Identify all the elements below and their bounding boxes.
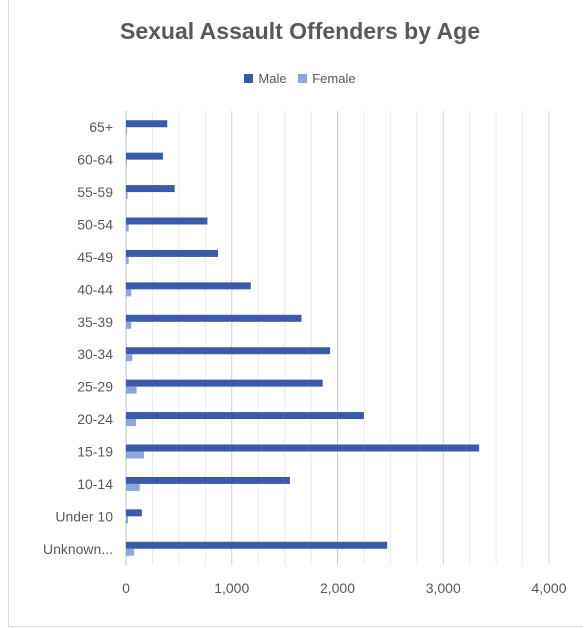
y-tick-label: 45-49 <box>77 249 113 265</box>
bar-female <box>126 321 132 329</box>
bar-male <box>126 314 302 322</box>
bar-male <box>126 347 331 355</box>
x-tick-label: 0 <box>122 580 130 596</box>
bar-female <box>126 224 129 232</box>
y-tick-label: 10-14 <box>77 476 113 492</box>
bar-male <box>126 249 219 257</box>
bar-female <box>126 192 128 200</box>
y-tick-label: Unknown... <box>43 541 113 557</box>
bar-female <box>126 451 144 459</box>
y-tick-label: 60-64 <box>77 152 113 168</box>
legend-swatch-male <box>244 74 254 83</box>
bar-male <box>126 412 364 420</box>
y-tick-label: 40-44 <box>77 281 113 297</box>
bar-female <box>126 127 128 135</box>
legend-item-male: Male <box>244 71 287 86</box>
bar-male <box>126 476 290 484</box>
y-tick-label: 25-29 <box>77 379 113 395</box>
y-tick-label: 30-34 <box>77 346 113 362</box>
bar-female <box>126 516 129 524</box>
bar-female <box>126 548 134 556</box>
bar-male <box>126 379 323 387</box>
bar-female <box>126 386 137 394</box>
bar-female <box>126 419 137 427</box>
legend-item-female: Female <box>298 71 356 86</box>
x-tick-label: 1,000 <box>214 580 249 596</box>
chart-legend: Male Female <box>0 71 584 86</box>
bar-male <box>126 185 175 193</box>
y-tick-label: 65+ <box>89 119 113 135</box>
bar-female <box>126 289 132 297</box>
y-tick-label: 55-59 <box>77 184 113 200</box>
chart-title: Sexual Assault Offenders by Age <box>119 18 480 44</box>
x-tick-label: 4,000 <box>531 580 566 596</box>
chart-frame <box>8 0 583 627</box>
bar-female <box>126 256 129 264</box>
x-tick-label: 3,000 <box>426 580 461 596</box>
y-tick-label: 20-24 <box>77 411 113 427</box>
bar-male <box>126 152 164 160</box>
y-tick-label: 15-19 <box>77 444 113 460</box>
bar-male <box>126 120 168 128</box>
bar-male <box>126 509 142 517</box>
bar-male <box>126 282 251 290</box>
legend-swatch-female <box>298 74 308 83</box>
bar-male <box>126 217 208 225</box>
y-tick-label: Under 10 <box>55 508 113 524</box>
bar-male <box>126 541 388 549</box>
legend-label-male: Male <box>258 71 287 86</box>
legend-label-female: Female <box>312 71 356 86</box>
bar-female <box>126 483 140 491</box>
bar-female <box>126 159 127 167</box>
x-tick-label: 2,000 <box>320 580 355 596</box>
bar-male <box>126 444 480 452</box>
y-tick-label: 35-39 <box>77 314 113 330</box>
y-tick-label: 50-54 <box>77 217 113 233</box>
bar-female <box>126 354 133 362</box>
